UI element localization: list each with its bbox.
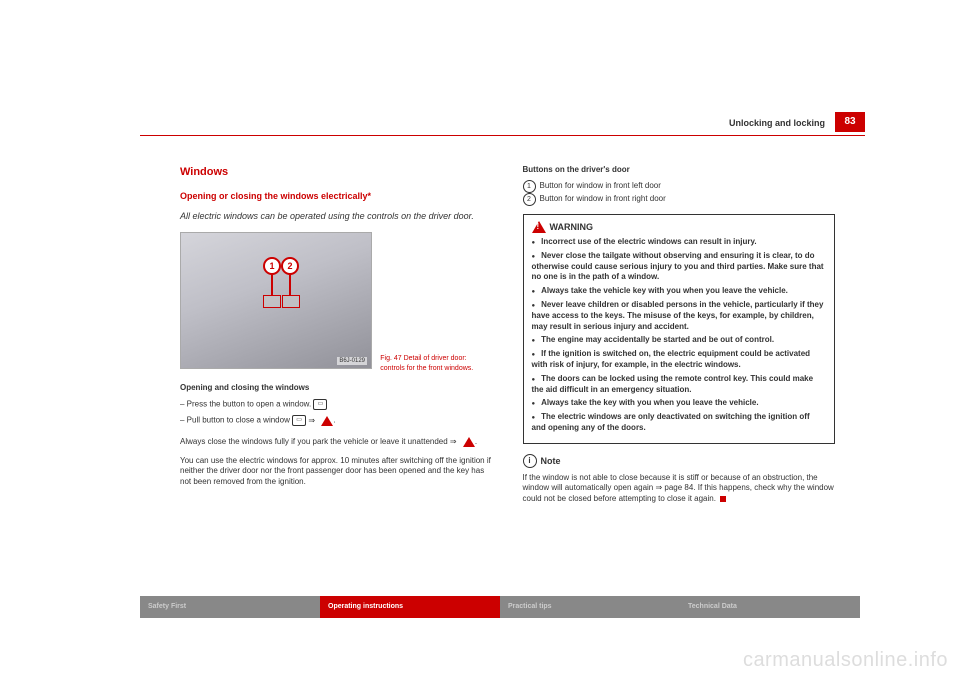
intro-text: All electric windows can be operated usi…: [180, 210, 493, 222]
step-close: – Pull button to close a window ▭ ⇒ .: [180, 415, 493, 426]
warning-triangle-icon: [532, 221, 546, 233]
ten-minute-text: You can use the electric windows for app…: [180, 456, 493, 488]
figure-image-code: B6J-0129: [337, 357, 367, 365]
warning-triangle-icon: [463, 437, 475, 447]
open-close-title: Opening and closing the windows: [180, 383, 493, 394]
button-1-text: Button for window in front left door: [540, 181, 661, 190]
header-section-title: Unlocking and locking: [729, 118, 825, 128]
section-title: Windows: [180, 165, 493, 180]
tab-operating-instructions[interactable]: Operating instructions: [320, 596, 500, 618]
note-title: Note: [541, 455, 561, 467]
circle-number-2: 2: [523, 193, 536, 206]
warning-item: Always take the key with you when you le…: [532, 398, 827, 409]
button-item: 1 Button for window in front left door: [523, 180, 836, 193]
arrow-icon: ⇒: [450, 437, 457, 448]
always-b: .: [475, 437, 477, 446]
note-heading: i Note: [523, 454, 836, 468]
tab-practical-tips[interactable]: Practical tips: [500, 596, 680, 618]
figure-caption: Fig. 47 Detail of driver door: controls …: [380, 354, 480, 373]
warning-item: The engine may accidentally be started a…: [532, 335, 827, 346]
step-open-text: Press the button to open a window.: [187, 400, 312, 409]
step-close-text-a: Pull button to close a window: [187, 416, 292, 425]
circle-number-1: 1: [523, 180, 536, 193]
note-body: If the window is not able to close becau…: [523, 473, 834, 504]
warning-title: WARNING: [550, 221, 594, 233]
figure-image: 1 2 B6J-0129: [180, 232, 372, 369]
left-column: Windows Opening or closing the windows e…: [180, 165, 493, 588]
warning-triangle-icon: [321, 416, 333, 426]
warning-heading: WARNING: [532, 221, 827, 233]
step-close-text-b: .: [333, 416, 335, 425]
warning-item: If the ignition is switched on, the elec…: [532, 349, 827, 371]
warning-item: The doors can be locked using the remote…: [532, 374, 827, 396]
warning-item: Incorrect use of the electric windows ca…: [532, 237, 827, 248]
button-2-text: Button for window in front right door: [540, 194, 666, 203]
warning-item: Always take the vehicle key with you whe…: [532, 286, 827, 297]
subsection-title: Opening or closing the windows electrica…: [180, 190, 493, 202]
page-number: 83: [835, 112, 865, 132]
always-a: Always close the windows fully if you pa…: [180, 437, 450, 446]
buttons-title: Buttons on the driver's door: [523, 165, 836, 176]
window-button-icon: ▭: [292, 415, 306, 426]
step-open: – Press the button to open a window. ▭: [180, 399, 493, 410]
figure-switch: [282, 295, 300, 308]
warning-item: Never leave children or disabled persons…: [532, 300, 827, 332]
tab-safety-first[interactable]: Safety First: [140, 596, 320, 618]
window-button-icon: ▭: [313, 399, 327, 410]
end-mark-icon: [720, 496, 726, 502]
figure-callout-line: [289, 273, 291, 295]
figure-callout-line: [271, 273, 273, 295]
footer-tabs: Safety First Operating instructions Prac…: [140, 596, 860, 618]
arrow-icon: ⇒: [308, 416, 315, 427]
warning-item: The electric windows are only deactivate…: [532, 412, 827, 434]
always-close-text: Always close the windows fully if you pa…: [180, 437, 493, 448]
warning-list: Incorrect use of the electric windows ca…: [532, 237, 827, 434]
warning-box: WARNING Incorrect use of the electric wi…: [523, 214, 836, 444]
warning-item: Never close the tailgate without observi…: [532, 251, 827, 283]
button-item: 2 Button for window in front right door: [523, 193, 836, 206]
tab-technical-data[interactable]: Technical Data: [680, 596, 860, 618]
header-rule: [140, 135, 865, 136]
content-columns: Windows Opening or closing the windows e…: [180, 165, 835, 588]
watermark: carmanualsonline.info: [743, 649, 948, 672]
note-text: If the window is not able to close becau…: [523, 473, 836, 505]
figure-row: 1 2 B6J-0129 Fig. 47 Detail of driver do…: [180, 232, 493, 373]
figure-switch: [263, 295, 281, 308]
right-column: Buttons on the driver's door 1 Button for…: [523, 165, 836, 588]
page: Unlocking and locking 83 Windows Opening…: [0, 0, 960, 678]
info-icon: i: [523, 454, 537, 468]
